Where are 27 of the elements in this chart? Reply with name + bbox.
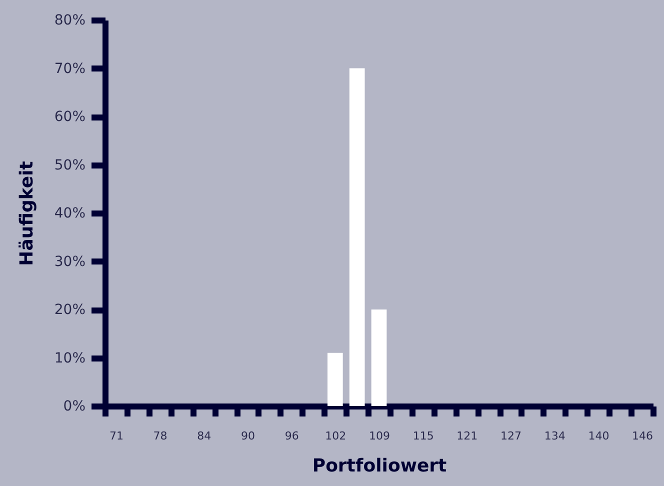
x-tick-label: 90 bbox=[240, 430, 255, 442]
x-tick-label: 71 bbox=[109, 430, 124, 442]
y-tick-label: 60% bbox=[54, 109, 86, 125]
x-tick-label: 121 bbox=[456, 430, 478, 442]
bar bbox=[371, 310, 387, 406]
y-tick-label: 70% bbox=[54, 60, 86, 77]
y-tick-label: 40% bbox=[54, 206, 86, 222]
y-axis-title: Häufigkeit bbox=[16, 160, 38, 266]
x-tick-label: 96 bbox=[284, 430, 299, 442]
y-tick-label: 30% bbox=[54, 254, 86, 270]
y-tick-label: 50% bbox=[54, 157, 86, 174]
x-tick-label: 134 bbox=[544, 430, 566, 442]
x-tick-label: 115 bbox=[412, 430, 434, 442]
y-tick-label: 80% bbox=[54, 12, 86, 28]
x-tick-label: 109 bbox=[369, 430, 390, 442]
x-axis-title: Portfoliowert bbox=[312, 456, 448, 476]
bar bbox=[327, 352, 343, 406]
x-tick-label: 140 bbox=[588, 430, 610, 442]
y-tick-label: 20% bbox=[54, 302, 86, 318]
x-tick-label: 84 bbox=[197, 430, 212, 442]
x-tick-label: 102 bbox=[325, 430, 346, 442]
x-tick-label: 127 bbox=[500, 430, 522, 442]
x-tick-label: 78 bbox=[153, 430, 168, 442]
x-tick-label: 146 bbox=[632, 430, 654, 442]
bar bbox=[349, 68, 365, 406]
y-tick-label: 10% bbox=[54, 350, 86, 366]
y-tick-label: 0% bbox=[63, 398, 86, 414]
